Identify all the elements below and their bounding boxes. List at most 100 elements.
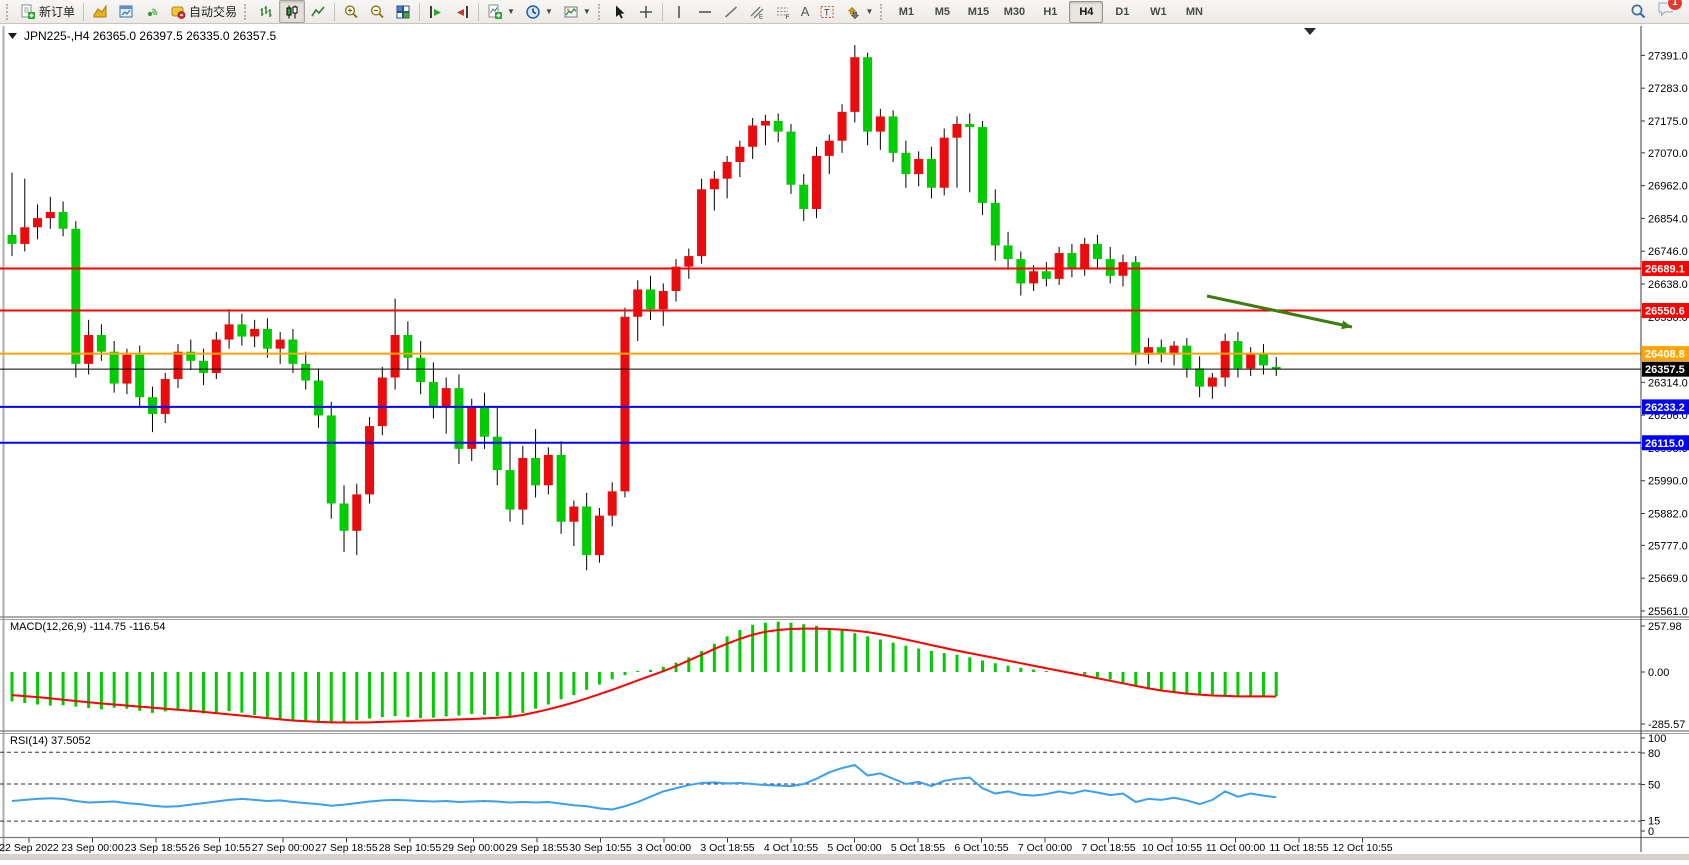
candle-down [58,212,68,229]
tile-windows-button[interactable] [390,0,416,23]
date-label: 29 Sep 00:00 [442,842,505,854]
zoom-in-button[interactable] [338,0,364,23]
auto-scroll-button[interactable] [423,0,449,23]
candle-down [339,503,349,531]
dropdown-caret-icon: ▼ [582,7,591,16]
date-label: 23 Sep 00:00 [61,842,124,854]
svg-text:F: F [785,14,789,20]
candle-down [199,360,209,373]
candle-down [863,57,873,132]
new-chart-icon [92,3,108,20]
timeframe-button-w1[interactable]: W1 [1150,5,1167,18]
chart-shift-button[interactable] [449,0,475,23]
price-line-label-bg [1642,399,1689,415]
templates-button[interactable]: ▼ [558,0,596,23]
toolbar-grip [244,3,249,20]
trendline-button[interactable] [718,0,744,23]
dropdown-caret-icon: ▼ [544,7,553,16]
horizontal-line-button[interactable] [692,0,718,23]
price-line-label: 26357.5 [1645,364,1685,376]
crosshair-button[interactable] [633,0,659,23]
arrows-tool-button[interactable]: ▼ [840,0,878,23]
horizontal-line-icon [697,4,713,20]
timeframe-button-m5[interactable]: M5 [934,5,951,18]
new-order-button[interactable]: 新订单 [15,0,80,23]
price-tick-label: 27070.0 [1648,148,1688,160]
timeframe-button-m15[interactable]: M15 [967,5,990,18]
price-line-label-bg [1642,361,1689,377]
periods-button[interactable]: ▼ [520,0,558,23]
toolbar-separator [83,2,85,21]
text-label-button[interactable]: T [814,0,840,23]
add-indicator-button[interactable]: ▼ [482,0,520,23]
candle-down [96,335,106,352]
notifications-button[interactable]: 1 [1657,0,1683,22]
timeframe-button-h4[interactable]: H4 [1069,0,1104,23]
profiles-button[interactable] [113,0,139,23]
candle-down [531,457,541,486]
price-line-label: 26115.0 [1645,438,1684,450]
price-line-label-bg [1642,260,1689,276]
title-collapse-icon[interactable] [8,33,17,39]
search-icon[interactable] [1630,3,1647,20]
crosshair-icon [638,4,654,20]
candle-up [837,111,847,141]
macd-axis-label: 0.00 [1648,667,1669,679]
text-tool-button[interactable]: A [796,0,815,23]
new-chart-button[interactable] [87,0,113,23]
chart-shift-marker[interactable] [1304,28,1316,35]
rsi-axis-label: 15 [1648,816,1660,828]
candle-down [416,357,426,383]
timeframe-button-mn[interactable]: MN [1185,5,1203,18]
tile-windows-icon [395,4,411,20]
fibonacci-button[interactable]: F [770,0,796,23]
macd-axis-label: 257.98 [1648,621,1682,633]
chart-canvas[interactable]: 27391.0 27283.0 27175.0 27070.0 26962.0 26854… [0,24,1689,860]
candle-down [492,436,502,471]
date-label: 4 Oct 10:55 [764,842,818,854]
candle-up [1207,377,1217,387]
signals-button[interactable] [139,0,165,23]
candle-up [569,506,579,522]
candle-down [978,127,988,203]
svg-text:E: E [759,14,763,20]
timeframe-button-h1[interactable]: H1 [1043,5,1058,18]
cursor-button[interactable] [607,0,633,23]
timeframe-button-d1[interactable]: D1 [1115,5,1130,18]
candle-down [926,158,936,188]
candle-up [684,256,694,267]
rsi-axis-label: 100 [1648,733,1666,745]
line-chart-button[interactable] [305,0,331,23]
vertical-line-button[interactable] [666,0,692,23]
price-tick-label: 25561.0 [1648,606,1688,618]
candle-up [850,57,860,112]
zoom-out-button[interactable] [364,0,390,23]
candle-up [20,227,30,244]
candle-up [633,289,643,317]
toolbar-grip [597,3,603,20]
candle-up [875,116,885,132]
candle-up [914,158,924,175]
autotrading-button[interactable]: 自动交易 [165,0,242,23]
timeframe-button-m1[interactable]: M1 [898,5,915,18]
text-label-icon: T [819,4,835,20]
channel-button[interactable]: E [744,0,770,23]
add-indicator-icon [487,4,503,20]
price-tick-label: 25777.0 [1648,540,1688,552]
candlestick-chart-button[interactable] [279,0,306,23]
candle-down [7,234,17,244]
bar-chart-button[interactable] [253,0,279,23]
timeframe-group: M1 M5 M15 M30 H1 H4 D1 W1 MN [889,0,1211,23]
date-label: 5 Oct 18:55 [891,842,945,854]
candle-down [1258,353,1268,366]
trend-arrow-line[interactable] [1206,294,1353,329]
price-tick-label: 27283.0 [1648,83,1688,95]
trend-arrow-head [1341,320,1352,330]
price-tick-label: 26962.0 [1648,181,1688,193]
date-label: 11 Oct 18:55 [1269,842,1329,854]
clock-icon [525,4,541,20]
price-tick-label: 25669.0 [1648,573,1688,585]
timeframe-button-m30[interactable]: M30 [1003,5,1026,18]
candle-down [288,339,298,364]
